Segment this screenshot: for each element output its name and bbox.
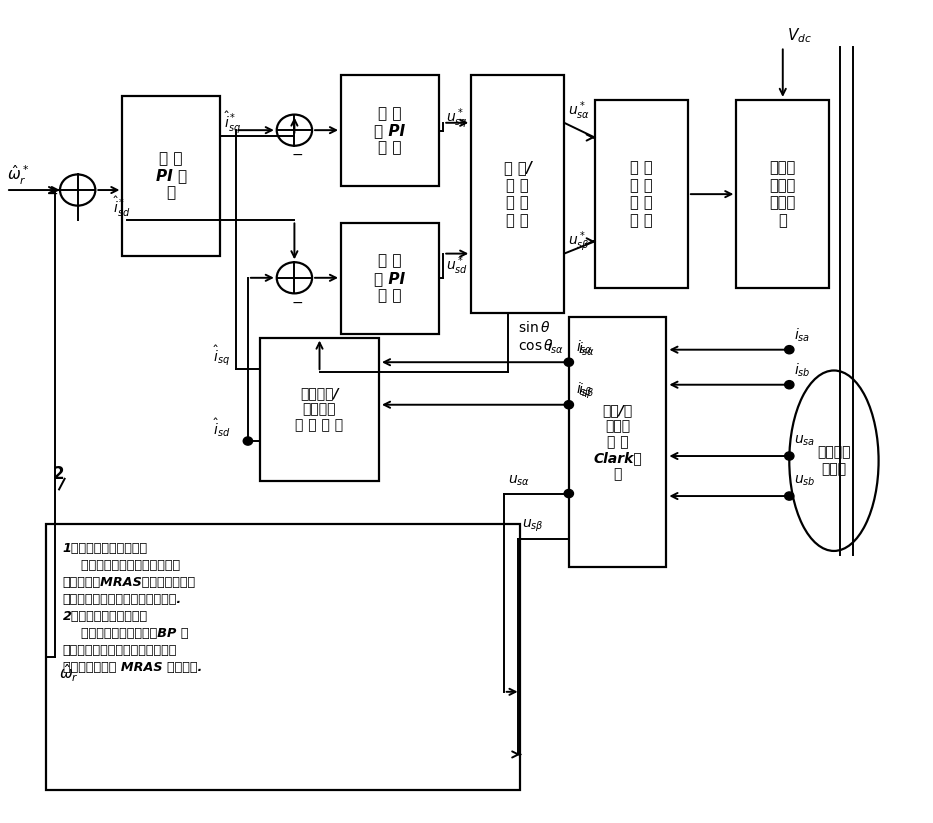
Text: 空 间
矢 量
脉 宽
调 制: 空 间 矢 量 脉 宽 调 制: [630, 160, 653, 228]
Text: 交流异步
电动机: 交流异步 电动机: [817, 445, 851, 476]
Circle shape: [564, 490, 574, 498]
Bar: [341, 223, 439, 333]
Text: $u_{sd}^*$: $u_{sd}^*$: [446, 254, 468, 277]
Text: 电 流
环 PI
控 制: 电 流 环 PI 控 制: [374, 105, 405, 156]
Text: 电 流
环 PI
控 制: 电 流 环 PI 控 制: [374, 253, 405, 303]
Bar: [341, 75, 439, 186]
Text: $i_{sa}$: $i_{sa}$: [794, 326, 810, 344]
Text: $V_{dc}$: $V_{dc}$: [787, 26, 813, 45]
Text: $u_{sb}$: $u_{sb}$: [794, 474, 815, 489]
Text: $i_{sb}$: $i_{sb}$: [794, 361, 811, 379]
Circle shape: [785, 380, 794, 388]
Bar: [736, 100, 829, 289]
Text: $i_{s\alpha}$: $i_{s\alpha}$: [578, 341, 595, 358]
Text: $i_{s\alpha}$: $i_{s\alpha}$: [577, 339, 593, 356]
Text: 三相功
率电压
源逆变
器: 三相功 率电压 源逆变 器: [770, 160, 796, 228]
Circle shape: [244, 437, 253, 445]
Text: $\hat{i}_{sd}$: $\hat{i}_{sd}$: [214, 416, 230, 439]
Text: $\hat{\omega}_r^*$: $\hat{\omega}_r^*$: [7, 164, 29, 187]
Bar: [595, 100, 688, 289]
Circle shape: [564, 401, 574, 409]
Text: $\sin\theta$: $\sin\theta$: [518, 319, 550, 334]
Text: 速 度
PI 控
制: 速 度 PI 控 制: [156, 151, 187, 201]
Text: 三相/两
相静止
坐 标
Clark变
换: 三相/两 相静止 坐 标 Clark变 换: [593, 402, 642, 481]
Text: $\hat{\omega}_r$: $\hat{\omega}_r$: [59, 663, 79, 685]
Text: $u_{sq}^*$: $u_{sq}^*$: [446, 106, 467, 131]
Text: $-$: $-$: [291, 295, 303, 309]
Text: $u_{sa}$: $u_{sa}$: [794, 434, 815, 449]
Bar: [46, 524, 521, 790]
Text: $\hat{i}_{sq}^*$: $\hat{i}_{sq}^*$: [224, 109, 241, 136]
Bar: [569, 317, 666, 567]
Text: $\cos\theta$: $\cos\theta$: [518, 338, 553, 353]
Text: $i_{s\beta}$: $i_{s\beta}$: [577, 380, 593, 400]
Bar: [122, 95, 220, 256]
Bar: [260, 337, 379, 481]
Text: 两相静止/
两相旋转
坐 标 变 换: 两相静止/ 两相旋转 坐 标 变 换: [296, 386, 343, 433]
Text: 1、传统转速辨识方法：
    开环直接辨识、基于转子磁链
（反电势）MRAS、全阶磁通观测
器、扩展卡尔曼滤波、高频注入等.
2、智能转速辨识方法：
    : 1、传统转速辨识方法： 开环直接辨识、基于转子磁链 （反电势）MRAS、全阶磁通…: [63, 542, 202, 674]
Text: $i_{s\alpha}$: $i_{s\alpha}$: [547, 339, 564, 356]
Text: 旋 转/
固 定
坐 标
变 换: 旋 转/ 固 定 坐 标 变 换: [504, 160, 532, 228]
Circle shape: [564, 358, 574, 366]
Text: $-$: $-$: [47, 186, 59, 200]
Circle shape: [785, 492, 794, 500]
Text: $u_{s\beta}$: $u_{s\beta}$: [522, 518, 544, 533]
Text: $i_{s\beta}$: $i_{s\beta}$: [578, 382, 595, 402]
Text: $\hat{i}_{sd}^*$: $\hat{i}_{sd}^*$: [113, 195, 131, 220]
Text: $u_{s\beta}^*$: $u_{s\beta}^*$: [568, 229, 590, 253]
Circle shape: [785, 452, 794, 460]
Text: $\hat{i}_{sq}$: $\hat{i}_{sq}$: [214, 344, 230, 369]
Text: 2: 2: [52, 465, 64, 483]
Bar: [471, 75, 564, 313]
Text: $u_{s\alpha}^*$: $u_{s\alpha}^*$: [568, 100, 590, 122]
Text: $u_{s\alpha}$: $u_{s\alpha}$: [508, 473, 531, 487]
Circle shape: [785, 346, 794, 354]
Text: $-$: $-$: [291, 147, 303, 161]
